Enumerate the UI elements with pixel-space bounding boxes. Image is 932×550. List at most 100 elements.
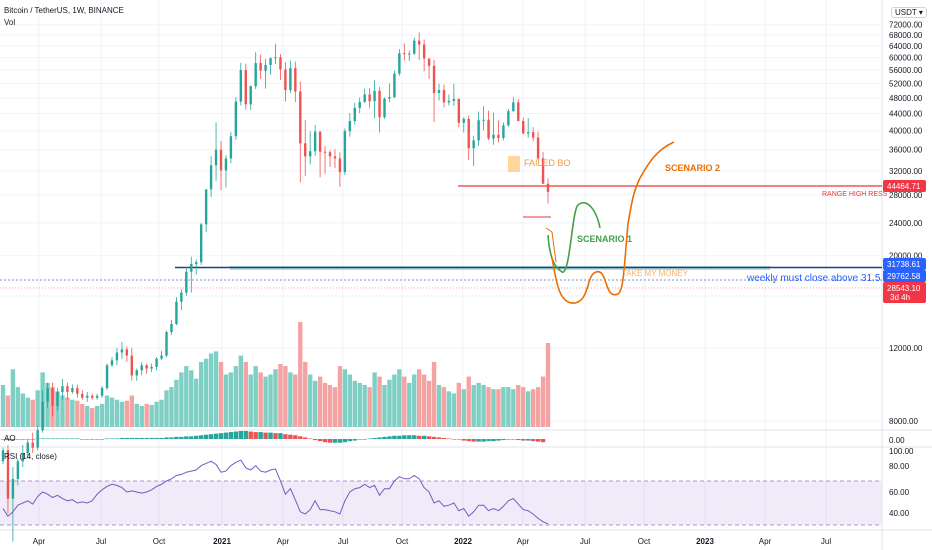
ao-bar [530, 439, 536, 442]
price-tick-label: 52000.00 [889, 79, 923, 88]
volume-bar [223, 374, 229, 427]
ao-bar [194, 435, 199, 439]
currency-selector[interactable]: USDT ▾ [891, 7, 927, 18]
price-tick-label: 48000.00 [889, 94, 923, 103]
volume-bar [337, 366, 343, 427]
ao-bar [436, 437, 442, 439]
volume-bar [104, 395, 110, 427]
candle-body [51, 388, 54, 406]
ao-bar [248, 431, 253, 439]
candle-body [512, 102, 515, 112]
volume-bar [501, 387, 506, 427]
candle-body [284, 69, 287, 91]
candle-body [304, 143, 307, 157]
candle-body [135, 370, 138, 376]
candle-body [185, 271, 188, 293]
ao-bar [382, 436, 387, 439]
svg-text:29762.58: 29762.58 [887, 272, 921, 281]
ao-bar [535, 439, 541, 442]
ao-tick-zero: 0.00 [889, 436, 905, 445]
volume-bar [94, 406, 100, 427]
volume-bar [164, 390, 169, 427]
price-tick-label: 44000.00 [889, 110, 923, 119]
ao-bar [45, 438, 50, 440]
ao-bar [169, 437, 174, 439]
candle-body [462, 118, 465, 123]
rsi-tick-80: 80.00 [889, 462, 910, 471]
candle-body [437, 90, 441, 94]
ao-bar [124, 437, 130, 439]
candle-body [6, 450, 10, 499]
candle-body [442, 90, 446, 103]
volume-bar [60, 395, 65, 427]
candle-body [125, 349, 129, 356]
volume-bar [179, 372, 184, 427]
time-axis[interactable]: Apr Jul Oct 2021 Apr Jul Oct 2022 Apr Jul Oct 2023 A… [33, 537, 832, 546]
candle-body [497, 134, 500, 139]
volume-bar [436, 385, 442, 427]
volume-bar [377, 376, 382, 427]
ao-bar [258, 432, 263, 439]
candle-body [1, 450, 5, 462]
time-tick-label: 2023 [696, 537, 714, 546]
annotation-take-my-money: TAKE MY MONEY [622, 269, 689, 278]
ao-histogram [0, 431, 546, 443]
candle-body [165, 332, 168, 356]
candle-body [422, 44, 426, 59]
price-candles [1, 32, 550, 542]
chart-labels: FAILED BO SCENARIO 2 SCENARIO 1 RANGE HI… [524, 158, 888, 284]
volume-bar [357, 382, 362, 427]
annotation-failed-bo: FAILED BO [524, 158, 571, 168]
volume-bar [332, 387, 338, 427]
volume-bar [431, 361, 437, 427]
candle-body [66, 386, 69, 392]
volume-bar [10, 369, 16, 427]
candle-body [338, 158, 342, 173]
candle-body [224, 158, 228, 171]
volume-bar [109, 397, 115, 427]
ao-bar [397, 435, 402, 439]
annotation-range-high: RANGE HIGH RESS [822, 191, 888, 198]
annotation-drawings [508, 141, 675, 304]
candle-body [388, 97, 391, 99]
volume-bar [327, 385, 333, 427]
price-tick-label: 36000.00 [889, 146, 923, 155]
ao-bar [407, 435, 412, 439]
volume-bar [208, 353, 214, 427]
scenario-1-path [547, 202, 601, 273]
candle-body [145, 365, 148, 369]
candle-body [160, 355, 163, 359]
rsi-tick-100: 100.00 [889, 447, 914, 456]
volume-bar [416, 369, 422, 427]
volume-bar [198, 361, 204, 427]
candle-body [308, 151, 312, 157]
candle-body [472, 140, 475, 149]
volume-bar [317, 376, 323, 427]
time-tick-label: Jul [338, 537, 348, 546]
volume-bar [114, 399, 120, 427]
symbol-title[interactable]: Bitcoin / TetherUS, 1W, BINANCE [4, 6, 124, 15]
candle-body [16, 461, 20, 480]
volume-bar [312, 380, 318, 427]
ao-bar [540, 439, 546, 443]
volume-bar [248, 374, 253, 427]
ao-bar [50, 438, 55, 440]
ao-bar [80, 439, 85, 440]
candle-body [76, 388, 79, 394]
ao-bar [174, 436, 179, 439]
price-tick-label: 68000.00 [889, 31, 923, 40]
candle-body [526, 132, 530, 134]
ao-bar [10, 439, 16, 441]
rsi-line [2, 459, 549, 525]
ao-bar [159, 437, 164, 439]
volume-bar [144, 403, 149, 427]
candle-body [209, 165, 213, 190]
ao-bar [253, 432, 258, 439]
ao-bar [456, 439, 462, 440]
ao-bar [337, 439, 343, 443]
ao-bar [461, 439, 466, 441]
horizontal-levels [0, 185, 882, 289]
price-tick-label: 60000.00 [889, 54, 923, 63]
